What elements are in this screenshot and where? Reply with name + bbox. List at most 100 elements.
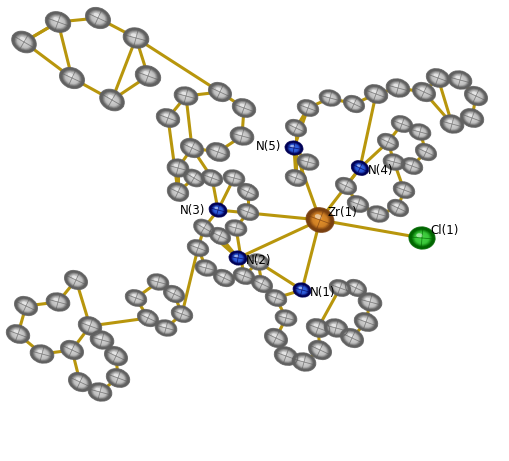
Ellipse shape: [468, 113, 473, 118]
Ellipse shape: [181, 313, 183, 315]
Ellipse shape: [226, 172, 242, 184]
Ellipse shape: [94, 334, 110, 346]
Ellipse shape: [236, 102, 252, 114]
Ellipse shape: [472, 93, 480, 99]
Ellipse shape: [289, 172, 303, 183]
Ellipse shape: [455, 76, 465, 84]
Ellipse shape: [125, 30, 147, 47]
Ellipse shape: [394, 118, 410, 130]
Ellipse shape: [247, 211, 249, 213]
Ellipse shape: [91, 331, 113, 349]
Ellipse shape: [101, 339, 103, 341]
Ellipse shape: [337, 179, 355, 193]
Ellipse shape: [174, 87, 198, 105]
Ellipse shape: [169, 290, 179, 298]
Ellipse shape: [213, 269, 235, 287]
Ellipse shape: [472, 91, 477, 95]
Ellipse shape: [109, 97, 115, 103]
Ellipse shape: [243, 208, 252, 215]
Ellipse shape: [237, 204, 259, 220]
Ellipse shape: [50, 16, 65, 28]
Ellipse shape: [234, 130, 250, 142]
Ellipse shape: [333, 283, 347, 294]
Ellipse shape: [412, 230, 432, 246]
Ellipse shape: [10, 328, 26, 340]
Ellipse shape: [107, 95, 117, 105]
Ellipse shape: [142, 71, 154, 81]
Ellipse shape: [20, 301, 32, 311]
Ellipse shape: [171, 291, 178, 297]
Ellipse shape: [272, 333, 277, 337]
Ellipse shape: [275, 310, 297, 326]
Ellipse shape: [49, 295, 67, 309]
Ellipse shape: [210, 146, 226, 158]
Ellipse shape: [143, 313, 153, 322]
Ellipse shape: [56, 301, 60, 303]
Ellipse shape: [301, 157, 315, 167]
Ellipse shape: [325, 94, 335, 102]
Ellipse shape: [274, 347, 298, 366]
Ellipse shape: [174, 307, 190, 320]
Ellipse shape: [12, 329, 24, 339]
Ellipse shape: [233, 225, 240, 231]
Ellipse shape: [415, 143, 437, 160]
Ellipse shape: [289, 144, 299, 152]
Ellipse shape: [437, 77, 439, 79]
Ellipse shape: [293, 175, 300, 181]
Ellipse shape: [319, 219, 321, 221]
Ellipse shape: [224, 171, 244, 185]
Ellipse shape: [154, 278, 159, 282]
Ellipse shape: [236, 270, 252, 282]
Ellipse shape: [323, 93, 337, 103]
Ellipse shape: [139, 69, 156, 83]
Ellipse shape: [389, 201, 407, 215]
Ellipse shape: [223, 277, 225, 279]
Ellipse shape: [247, 254, 269, 270]
Ellipse shape: [16, 332, 20, 336]
Ellipse shape: [79, 381, 81, 383]
Ellipse shape: [240, 273, 247, 279]
Ellipse shape: [172, 306, 192, 322]
Ellipse shape: [33, 347, 51, 361]
Ellipse shape: [160, 324, 172, 332]
Ellipse shape: [189, 241, 207, 255]
Ellipse shape: [99, 391, 101, 393]
Ellipse shape: [315, 346, 325, 354]
Ellipse shape: [134, 36, 138, 40]
Ellipse shape: [95, 388, 105, 396]
Ellipse shape: [298, 286, 306, 294]
Ellipse shape: [265, 328, 288, 348]
Ellipse shape: [185, 170, 204, 186]
Ellipse shape: [17, 299, 35, 313]
Ellipse shape: [37, 350, 43, 354]
Ellipse shape: [447, 120, 457, 128]
Ellipse shape: [384, 138, 389, 142]
Ellipse shape: [242, 207, 254, 217]
Ellipse shape: [206, 173, 218, 183]
Ellipse shape: [167, 288, 181, 300]
Ellipse shape: [215, 150, 221, 154]
Ellipse shape: [173, 187, 183, 197]
Ellipse shape: [107, 349, 125, 363]
Ellipse shape: [400, 186, 405, 189]
Ellipse shape: [397, 87, 399, 89]
Ellipse shape: [34, 348, 50, 360]
Ellipse shape: [269, 332, 282, 343]
Ellipse shape: [304, 105, 312, 111]
Ellipse shape: [229, 251, 247, 265]
Ellipse shape: [66, 73, 78, 83]
Ellipse shape: [212, 86, 228, 98]
Ellipse shape: [348, 196, 368, 212]
Ellipse shape: [358, 166, 362, 170]
Ellipse shape: [400, 123, 404, 125]
Ellipse shape: [394, 85, 402, 91]
Ellipse shape: [71, 349, 73, 351]
Ellipse shape: [448, 71, 472, 89]
Ellipse shape: [454, 76, 466, 85]
Ellipse shape: [232, 224, 237, 228]
Ellipse shape: [175, 165, 181, 170]
Ellipse shape: [442, 116, 462, 132]
Ellipse shape: [416, 129, 423, 135]
Ellipse shape: [53, 17, 60, 22]
Ellipse shape: [297, 286, 307, 294]
